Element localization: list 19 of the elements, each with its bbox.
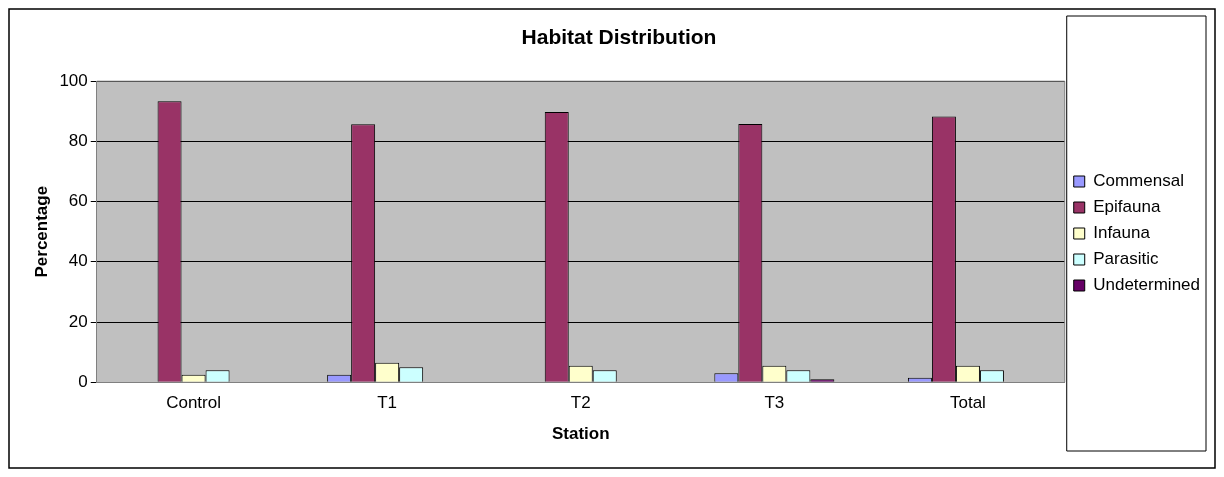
legend-label: Infauna xyxy=(1093,223,1151,243)
legend-label: Commensal xyxy=(1093,171,1184,191)
y-tick-label: 60 xyxy=(68,191,88,211)
x-tick-label: Control xyxy=(166,393,221,413)
chart-title: Habitat Distribution xyxy=(521,25,717,49)
y-tick-label: 20 xyxy=(68,311,88,331)
x-axis-title: Station xyxy=(551,424,610,444)
y-tick-label: 100 xyxy=(59,70,88,90)
x-tick-label: T1 xyxy=(377,393,398,413)
y-axis-title: Percentage xyxy=(31,185,51,278)
legend-label: Epifauna xyxy=(1093,197,1161,217)
y-tick-label: 40 xyxy=(68,251,88,271)
x-tick-label: T2 xyxy=(570,393,591,413)
y-tick-label: 0 xyxy=(78,371,88,391)
legend-label: Parasitic xyxy=(1093,249,1159,269)
legend-label: Undetermined xyxy=(1093,275,1200,295)
x-tick-label: Total xyxy=(949,393,986,413)
y-tick-label: 80 xyxy=(68,131,88,151)
x-tick-label: T3 xyxy=(764,393,785,413)
